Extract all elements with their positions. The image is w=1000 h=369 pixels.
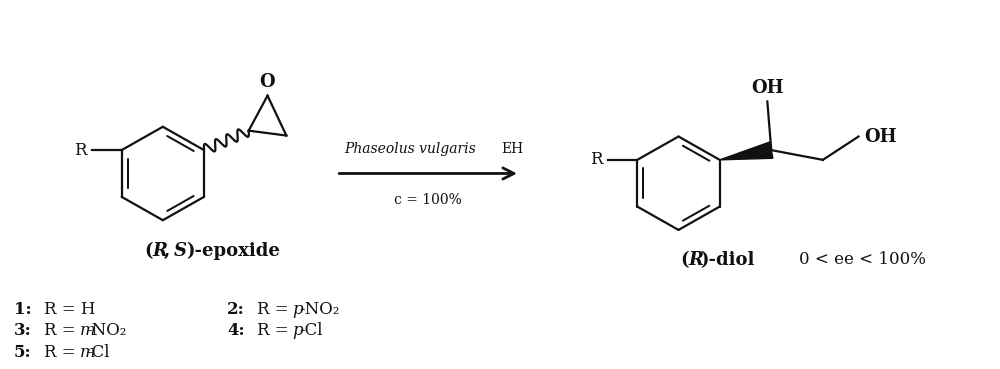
Text: 0 < ee < 100%: 0 < ee < 100% (799, 251, 925, 268)
Text: 4:: 4: (227, 323, 245, 339)
Text: R = H: R = H (44, 301, 95, 318)
Text: p: p (293, 301, 303, 318)
Text: -Cl: -Cl (86, 344, 110, 361)
Text: c = 100%: c = 100% (394, 193, 462, 207)
Text: R: R (688, 251, 703, 269)
Text: R: R (590, 151, 603, 168)
Text: m: m (80, 344, 95, 361)
Text: R: R (153, 242, 168, 260)
Text: 2:: 2: (227, 301, 245, 318)
Text: R =: R = (44, 344, 81, 361)
Text: 1:: 1: (14, 301, 32, 318)
Text: Phaseolus vulgaris: Phaseolus vulgaris (344, 142, 476, 156)
Text: R =: R = (257, 323, 294, 339)
Text: OH: OH (865, 128, 897, 145)
Text: S: S (174, 242, 187, 260)
Text: ,: , (164, 242, 174, 260)
Text: 3:: 3: (14, 323, 32, 339)
Text: R =: R = (44, 323, 81, 339)
Text: )-diol: )-diol (700, 251, 754, 269)
Text: )-epoxide: )-epoxide (186, 242, 280, 260)
Text: O: O (260, 73, 275, 91)
Text: R: R (74, 142, 87, 159)
Text: (: ( (144, 242, 153, 260)
Text: -NO₂: -NO₂ (86, 323, 127, 339)
Polygon shape (720, 142, 773, 160)
Text: m: m (80, 323, 95, 339)
Text: -NO₂: -NO₂ (300, 301, 340, 318)
Text: -Cl: -Cl (300, 323, 323, 339)
Text: (: ( (680, 251, 688, 269)
Text: p: p (293, 323, 303, 339)
Text: EH: EH (501, 142, 524, 156)
Text: 5:: 5: (14, 344, 32, 361)
Text: OH: OH (751, 79, 784, 97)
Text: R =: R = (257, 301, 294, 318)
